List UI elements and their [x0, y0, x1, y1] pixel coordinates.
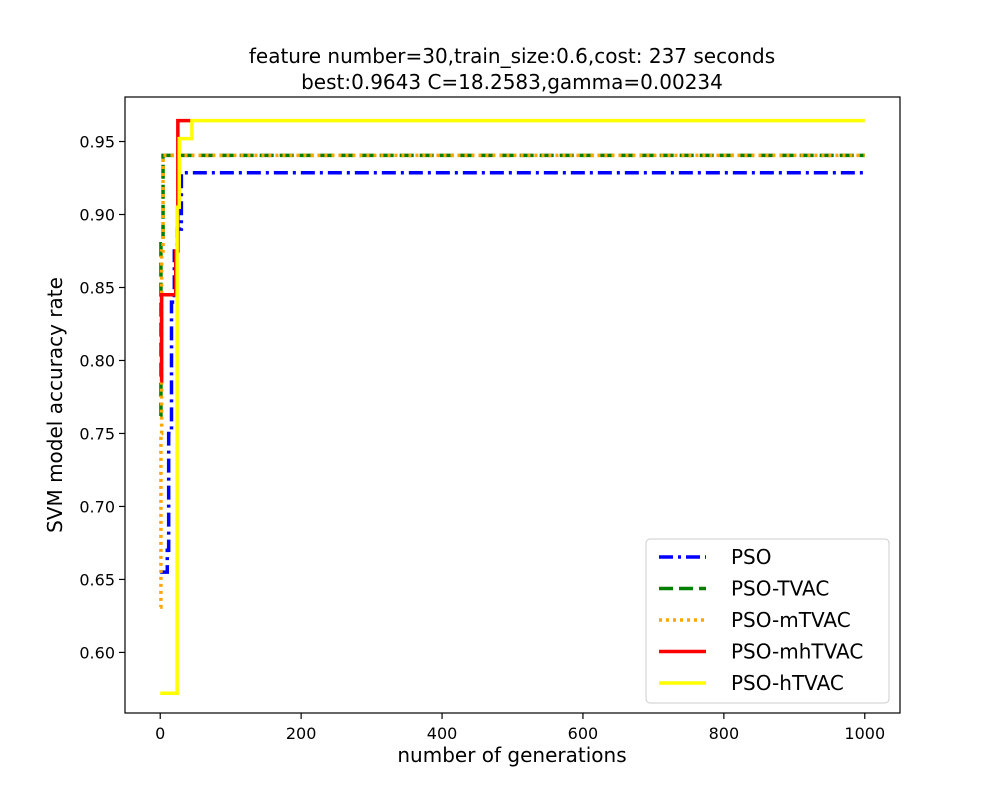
legend-label: PSO-mhTVAC — [731, 640, 863, 664]
y-tick-label: 0.60 — [79, 643, 115, 662]
x-tick-label: 1000 — [844, 724, 885, 743]
y-tick-label: 0.70 — [79, 497, 115, 516]
chart-title-line-2: best:0.9643 C=18.2583,gamma=0.00234 — [301, 70, 723, 94]
x-tick-label: 0 — [155, 724, 165, 743]
x-tick-label: 800 — [709, 724, 740, 743]
legend: PSO PSO-TVAC PSO-mTVAC PSO-mhTVAC PSO-hTVAC — [645, 538, 890, 704]
series-line-pso-htvac — [160, 118, 865, 696]
series-line-pso — [160, 171, 865, 574]
y-tick-label: 0.80 — [79, 351, 115, 370]
x-tick-label: 400 — [427, 724, 458, 743]
y-tick-label: 0.85 — [79, 278, 115, 297]
y-tick-label: 0.95 — [79, 133, 115, 152]
x-axis-ticks: 0 200 400 600 800 1000 — [155, 713, 885, 743]
plot-frame — [124, 96, 901, 714]
x-tick-label: 200 — [286, 724, 317, 743]
y-axis-label: SVM model accuracy rate — [43, 277, 67, 533]
y-tick-label: 0.65 — [79, 570, 115, 589]
legend-label: PSO — [731, 545, 772, 569]
series-lines — [159, 118, 865, 696]
y-tick-label: 0.75 — [79, 424, 115, 443]
x-tick-label: 600 — [568, 724, 599, 743]
x-axis-label: number of generations — [397, 743, 626, 767]
legend-label: PSO-TVAC — [731, 577, 829, 601]
legend-label: PSO-hTVAC — [731, 671, 844, 695]
chart-title-line-1: feature number=30,train_size:0.6,cost: 2… — [249, 44, 775, 68]
y-tick-label: 0.90 — [79, 206, 115, 225]
legend-label: PSO-mTVAC — [731, 608, 851, 632]
y-axis-ticks: 0.60 0.65 0.70 0.75 0.80 0.85 0.90 0.95 — [79, 133, 125, 662]
legend-box — [645, 538, 890, 704]
series-line-pso-tvac — [159, 153, 865, 418]
